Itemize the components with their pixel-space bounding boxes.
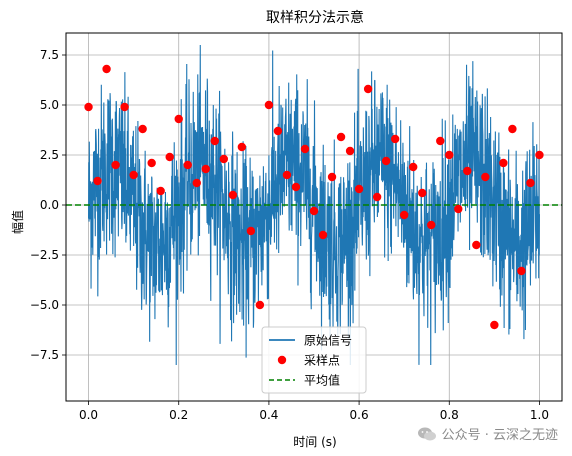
sample-point bbox=[165, 152, 174, 162]
watermark: 公众号 · 云深之无迹 bbox=[417, 424, 558, 443]
sample-point bbox=[381, 156, 391, 166]
sample-point bbox=[499, 158, 508, 168]
sample-point bbox=[436, 136, 445, 146]
sample-point bbox=[345, 146, 355, 156]
x-tick-label: 0.0 bbox=[79, 408, 98, 422]
sample-point bbox=[445, 150, 454, 160]
sample-point bbox=[309, 206, 319, 216]
sample-point bbox=[246, 226, 256, 236]
sample-point bbox=[111, 160, 120, 170]
sample-point bbox=[255, 300, 265, 310]
sample-point bbox=[129, 170, 138, 180]
sample-point bbox=[508, 124, 517, 134]
wechat-icon bbox=[417, 427, 436, 440]
y-tick-label: 0.0 bbox=[40, 198, 59, 212]
sample-point bbox=[363, 84, 373, 94]
x-tick-label: 0.2 bbox=[169, 408, 188, 422]
y-axis: −7.5 −5.0 −2.5 0.0 2.5 5.0 7.5 bbox=[30, 48, 66, 362]
sample-point bbox=[390, 134, 400, 144]
sample-point bbox=[517, 266, 526, 276]
sample-point bbox=[481, 172, 490, 182]
x-axis-label: 时间 (s) bbox=[293, 435, 336, 449]
x-tick-label: 0.6 bbox=[350, 408, 369, 422]
y-tick-label: −5.0 bbox=[30, 298, 59, 312]
sample-point bbox=[210, 136, 219, 146]
sample-point bbox=[418, 188, 427, 198]
sample-point bbox=[535, 150, 544, 160]
legend-label: 采样点 bbox=[304, 353, 340, 368]
y-tick-label: 5.0 bbox=[40, 98, 59, 112]
sample-point bbox=[490, 320, 499, 330]
sample-point bbox=[84, 102, 93, 112]
watermark-text: 公众号 · 云深之无迹 bbox=[441, 428, 558, 443]
legend-box bbox=[261, 326, 367, 394]
x-tick-label: 1.0 bbox=[530, 408, 549, 422]
sample-points bbox=[84, 64, 544, 330]
sample-point bbox=[273, 126, 283, 136]
sample-point bbox=[336, 132, 346, 142]
y-tick-label: 2.5 bbox=[40, 148, 59, 162]
sample-point bbox=[219, 154, 229, 164]
sample-point bbox=[192, 178, 201, 188]
sample-point bbox=[237, 142, 247, 152]
sample-point bbox=[102, 64, 111, 74]
sample-point bbox=[354, 184, 364, 194]
chart-title: 取样积分法示意 bbox=[266, 9, 364, 26]
sample-point bbox=[427, 220, 436, 230]
sample-point bbox=[228, 190, 238, 200]
sample-point bbox=[291, 182, 301, 192]
legend-sample-swatch bbox=[277, 355, 287, 365]
sample-point bbox=[201, 164, 210, 174]
sample-point bbox=[264, 100, 274, 110]
legend-label: 原始信号 bbox=[304, 334, 352, 348]
sample-point bbox=[147, 158, 156, 168]
sample-point bbox=[472, 240, 481, 250]
sample-point bbox=[93, 176, 102, 186]
legend-label: 平均值 bbox=[304, 373, 340, 388]
sample-point bbox=[183, 160, 192, 170]
sample-point bbox=[327, 172, 337, 182]
y-tick-label: −7.5 bbox=[30, 348, 59, 362]
plot-frame bbox=[65, 32, 563, 402]
y-tick-label: 7.5 bbox=[40, 48, 59, 62]
sample-point bbox=[120, 102, 129, 112]
sample-point bbox=[409, 162, 418, 172]
sample-point bbox=[526, 178, 535, 188]
sample-point bbox=[138, 124, 147, 134]
sample-point bbox=[399, 210, 409, 220]
sample-point bbox=[300, 144, 310, 154]
sample-point bbox=[282, 170, 292, 180]
x-tick-label: 0.8 bbox=[440, 408, 459, 422]
x-tick-label: 0.4 bbox=[259, 408, 278, 422]
sample-point bbox=[174, 114, 183, 124]
x-axis: 0.0 0.2 0.4 0.6 0.8 1.0 bbox=[79, 401, 549, 422]
sample-point bbox=[463, 166, 472, 176]
sample-point bbox=[454, 204, 463, 214]
y-tick-label: −2.5 bbox=[30, 248, 59, 262]
sample-point bbox=[156, 186, 165, 196]
y-axis-label: 幅值 bbox=[10, 210, 25, 234]
sample-point bbox=[372, 192, 382, 202]
sample-point bbox=[318, 230, 328, 240]
